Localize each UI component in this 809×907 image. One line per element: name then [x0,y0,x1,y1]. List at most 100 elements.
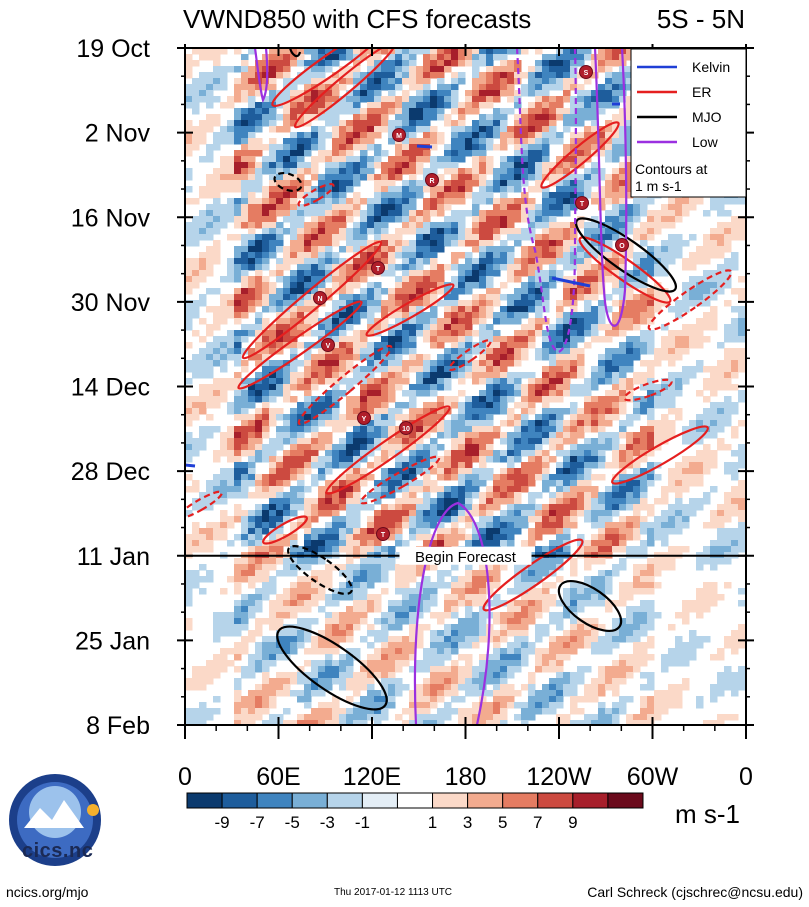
colorbar-swatch [502,792,539,809]
colorbar-label: -1 [355,813,370,832]
y-tick-label: 14 Dec [71,374,150,402]
site-url[interactable]: ncics.org/mjo [6,884,89,900]
legend-box [630,48,747,198]
er-contour [623,378,673,402]
storm-marker: S [579,65,593,79]
legend-entry: ER [637,84,711,100]
storm-markers: S M R T T N V Y O 10 T [313,65,629,541]
filtered-contours [185,48,733,725]
er-contour [237,300,363,390]
x-tick-label: 0 [739,763,753,791]
mjo-contour [273,171,303,193]
storm-marker: T [575,196,589,210]
author-credit: Carl Schreck (cjschrec@ncsu.edu) [587,884,803,900]
legend-note: 1 m s-1 [635,178,682,194]
y-tick-label: 2 Nov [85,120,151,148]
colorbar-swatch [221,792,258,809]
er-contour [647,269,733,331]
er-contour [611,425,709,485]
er-contour [325,405,451,495]
colorbar-label: 7 [533,813,542,832]
colorbar-label: -7 [250,813,265,832]
storm-marker: V [321,338,335,352]
low-contour [515,48,577,354]
storm-marker: T [371,261,385,275]
er-contour [271,48,389,108]
legend-entry: Low [637,134,719,150]
mjo-contour [575,217,677,293]
er-contour [262,515,308,545]
storm-marker: O [615,238,629,252]
er-contour [359,455,441,505]
x-axis: 0 60E 120E 180 120W 60W 0 [178,44,753,791]
colorbar-label: 5 [498,813,507,832]
forecast-label: Begin Forecast [415,549,517,566]
colorbar-label: -3 [320,813,335,832]
colorbar-swatch [396,792,434,809]
y-tick-label: 16 Nov [71,204,151,232]
forecast-start: Begin Forecast [185,546,746,566]
mjo-contour [276,625,388,711]
low-contour [413,501,491,725]
kelvin-contour [416,144,433,149]
colorbar-swatch [537,792,574,809]
x-tick-label: 60E [256,763,300,791]
colorbar-swatch [326,792,363,809]
colorbar-label: 3 [463,813,472,832]
er-contour [448,338,492,372]
er-contour [293,48,397,129]
y-tick-label: 30 Nov [71,289,151,317]
er-contour [297,344,393,426]
storm-marker: 10 [399,421,413,435]
chart-region-label: 5S - 5N [657,4,745,34]
kelvin-contour [551,276,591,288]
mjo-contour [557,579,623,633]
low-contour [573,48,577,251]
y-tick-label: 28 Dec [71,458,150,486]
er-contour [482,538,584,612]
legend-note: Contours at [635,161,707,177]
er-contour [297,183,335,207]
colorbar-label: 9 [568,813,577,832]
mjo-contour [288,48,302,58]
colorbar-label: -9 [215,813,230,832]
y-tick-label: 25 Jan [75,627,150,655]
er-contour [185,490,223,520]
legend: Kelvin ER MJO Low Contours at1 m s-1 [630,48,747,198]
colorbar-swatch [361,792,398,809]
colorbar-label: -5 [285,813,300,832]
colorbar-label: 1 [428,813,437,832]
legend-entry: MJO [637,109,722,125]
colorbar-swatch [467,792,504,809]
mjo-contour [287,544,353,596]
storm-marker: T [376,527,390,541]
kelvin-contour [185,463,196,468]
storm-marker: R [425,173,439,187]
y-tick-label: 19 Oct [76,35,150,63]
colorbar-swatch [572,792,609,809]
chart-title: VWND850 with CFS forecasts [183,4,531,34]
x-tick-label: 0 [178,763,192,791]
storm-marker: Y [357,411,371,425]
storm-marker: M [392,128,406,142]
colorbar: -9 -7 -5 -3 -1 1 3 5 7 9 m s-1 [186,792,740,832]
y-axis: 19 Oct 2 Nov 16 Nov 30 Nov 14 Dec 28 Dec 11 Ja… [71,35,754,740]
colorbar-swatch [607,792,644,809]
colorbar-swatch [256,792,293,809]
er-contour [241,240,383,360]
er-contour [578,236,672,304]
colorbar-unit: m s-1 [675,799,740,829]
low-contour [593,48,628,327]
legend-entry: Kelvin [637,59,730,75]
x-tick-label: 180 [445,763,487,791]
timestamp: Thu 2017-01-12 1113 UTC [334,887,453,898]
er-contour [365,283,455,337]
colorbar-swatch [432,792,469,809]
logo-text: cics.nc [22,840,94,862]
low-contour [253,48,269,103]
x-tick-label: 120W [526,763,592,791]
x-tick-label: 120E [343,763,401,791]
x-tick-label: 60W [627,763,679,791]
colorbar-swatch [291,792,328,809]
